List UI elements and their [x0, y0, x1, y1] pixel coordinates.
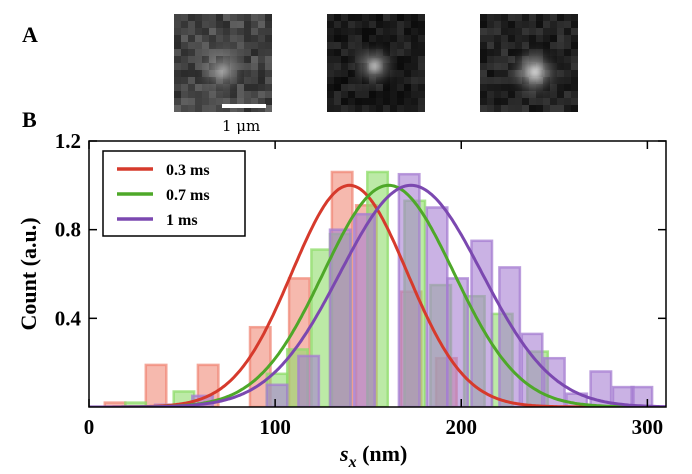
bar-series-1-0	[124, 401, 148, 407]
x-tick-label-2: 200	[446, 415, 478, 439]
legend-label-2: 1 ms	[166, 212, 198, 229]
y-tick-label-2: 1.2	[55, 129, 81, 153]
bar-series-2-14	[589, 370, 613, 407]
x-axis-title-unit: (nm)	[357, 441, 408, 466]
bar-series-2-2	[265, 383, 289, 407]
panel-a-label: A	[22, 22, 38, 47]
scale-bar	[222, 104, 266, 108]
fit-curve-2	[89, 183, 666, 407]
x-tick-label-0: 0	[84, 415, 95, 439]
panel-b-label: B	[22, 107, 37, 132]
x-tick-label-1: 100	[259, 415, 291, 439]
legend: 0.3 ms 0.7 ms 1 ms	[102, 150, 246, 237]
bar-series-2-9	[470, 239, 494, 407]
y-tick-label-1: 0.8	[55, 218, 81, 242]
x-axis-title-symbol: s	[339, 441, 349, 466]
bar-series-2-3	[297, 354, 321, 407]
y-tick-label-0: 0.4	[55, 306, 82, 330]
x-axis-title-subscript: x	[348, 454, 357, 471]
bar-series-2-4	[328, 228, 352, 407]
histogram-plot: 0 100 200 300 0.4 0.8 1.2	[55, 129, 667, 439]
bar-series-0-1	[144, 363, 168, 407]
x-tick-label-3: 300	[632, 415, 664, 439]
legend-label-0: 0.3 ms	[166, 162, 210, 179]
scale-bar-label: 1 μm	[222, 117, 260, 135]
micrograph-1	[174, 14, 272, 112]
plot-frame	[88, 140, 667, 408]
micrograph-3	[480, 14, 578, 112]
bar-series-2-6	[397, 172, 421, 407]
micrograph-2	[327, 14, 425, 112]
x-axis-title: sx (nm)	[339, 441, 407, 471]
bar-series-2-5	[352, 212, 376, 407]
y-axis-title: Count (a.u.)	[16, 217, 41, 330]
legend-label-1: 0.7 ms	[166, 187, 210, 204]
